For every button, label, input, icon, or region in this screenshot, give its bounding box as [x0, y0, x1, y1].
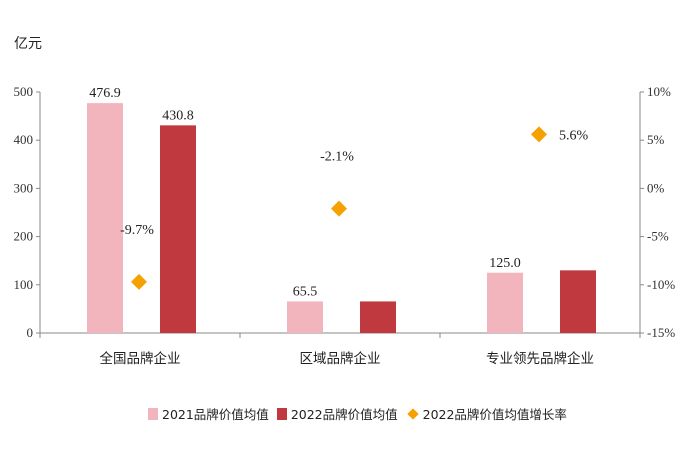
y-unit-label: 亿元	[14, 36, 42, 52]
growth-value-label: -2.1%	[320, 150, 354, 165]
bar	[287, 301, 323, 333]
legend-label-2021: 2021品牌价值均值	[162, 407, 269, 422]
left-tick-label: 200	[14, 229, 34, 244]
right-axis-ticks: -15% -10% -5% 0% 5% 10%	[640, 84, 675, 340]
legend-item-2022: 2022品牌价值均值	[276, 404, 398, 423]
growth-markers	[131, 126, 547, 290]
right-tick-label: 0%	[647, 180, 665, 195]
legend-label-growth: 2022品牌价值均值增长率	[422, 407, 567, 422]
bar	[487, 272, 523, 333]
left-tick-label: 400	[14, 132, 34, 147]
right-tick-label: -15%	[647, 325, 675, 340]
growth-value-label: -9.7%	[120, 223, 154, 238]
growth-diamond-marker	[531, 126, 547, 143]
bar-value-label: 65.5	[293, 284, 318, 299]
legend-swatch-2021	[148, 407, 158, 420]
category-label: 全国品牌企业	[100, 350, 181, 367]
bar-value-label: 430.8	[162, 108, 194, 123]
bar	[360, 301, 396, 333]
right-tick-label: 10%	[647, 84, 671, 99]
legend-label-2022: 2022品牌价值均值	[290, 407, 398, 422]
right-tick-label: -10%	[647, 277, 675, 292]
legend-diamond-icon	[406, 407, 419, 420]
bar	[87, 103, 123, 333]
left-axis-ticks: 0 100 200 300 400 500	[14, 84, 40, 340]
left-tick-label: 300	[14, 180, 34, 195]
growth-value-label: 5.6%	[559, 128, 589, 143]
chart: 亿元 0 100 200 300 400 500 -15% -10% -5% 0% 5% 10% 4…	[14, 36, 676, 367]
data-labels: 476.9 430.8 -9.7% 65.5 -2.1% 125.0 5.6%	[89, 86, 588, 299]
growth-diamond-marker	[331, 200, 347, 217]
category-label: 区域品牌企业	[300, 350, 381, 367]
legend-swatch-2022	[276, 407, 287, 420]
bar	[560, 270, 596, 333]
category-label: 专业领先品牌企业	[486, 350, 594, 367]
bar-value-label: 125.0	[489, 256, 521, 271]
legend-item-growth: 2022品牌价值均值增长率	[406, 404, 567, 423]
left-tick-label: 500	[14, 84, 34, 99]
left-tick-label: 100	[14, 277, 34, 292]
legend: 2021品牌价值均值 2022品牌价值均值 2022品牌价值均值增长率	[148, 404, 575, 423]
bar	[160, 125, 196, 333]
left-tick-label: 0	[27, 325, 34, 340]
category-labels: 全国品牌企业 区域品牌企业 专业领先品牌企业	[100, 350, 595, 367]
category-ticks	[39, 333, 641, 338]
right-tick-label: -5%	[647, 229, 669, 244]
bar-value-label: 476.9	[89, 86, 121, 101]
right-tick-label: 5%	[647, 132, 665, 147]
bars	[87, 103, 596, 333]
legend-item-2021: 2021品牌价值均值	[148, 404, 269, 423]
growth-diamond-marker	[131, 273, 147, 290]
